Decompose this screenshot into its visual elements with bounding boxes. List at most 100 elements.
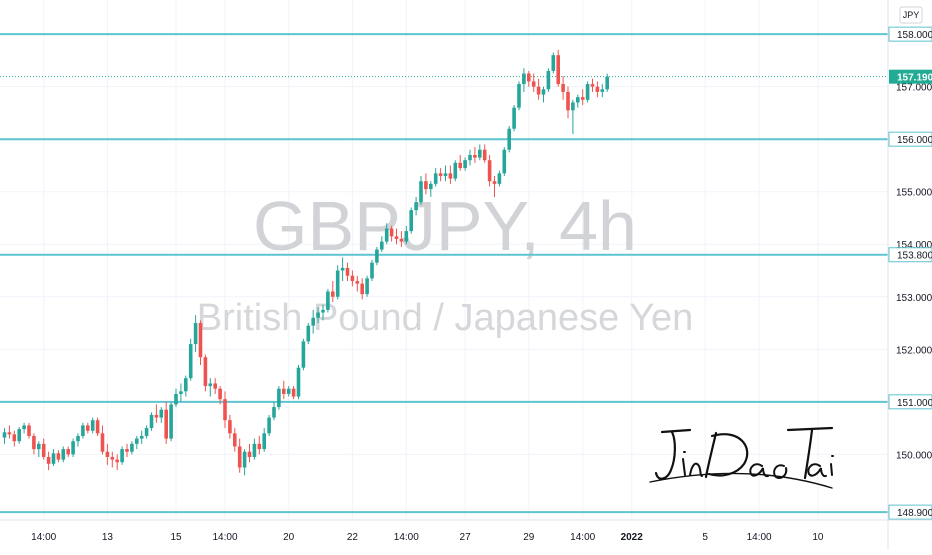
candle-body [380, 241, 384, 250]
candle [448, 165, 453, 184]
candle [159, 407, 164, 423]
candle [380, 236, 384, 253]
candle-body [66, 449, 70, 455]
candle-body [443, 173, 448, 176]
level-label: 151.000 [888, 394, 932, 410]
candle [179, 383, 183, 402]
candle [56, 450, 61, 463]
candle [81, 422, 85, 439]
candle [154, 404, 159, 423]
candle-body [301, 341, 306, 368]
candle-body [179, 391, 183, 394]
candle-body [326, 291, 330, 310]
candle-body [527, 73, 531, 82]
candle [595, 81, 600, 98]
candle-body [571, 102, 575, 111]
candle-body [370, 262, 374, 279]
candle-body [17, 429, 21, 442]
time-axis[interactable]: 14:00 13 15 14:00 20 22 14:00 27 29 14:00 2022 5 14:… [0, 519, 932, 543]
candle [473, 147, 477, 163]
candle [394, 228, 399, 245]
candle-body [306, 325, 311, 342]
currency-box[interactable]: JPY [899, 6, 923, 24]
x-tick-label: 5 [702, 532, 708, 543]
candle-body [257, 443, 262, 450]
candle [174, 388, 178, 408]
candle [311, 309, 315, 334]
candle-body [463, 160, 467, 169]
candle-body [404, 231, 409, 242]
candle [32, 433, 36, 455]
candle-body [27, 425, 31, 436]
candle [600, 84, 605, 98]
candle-body [203, 357, 208, 387]
candle-body [375, 249, 379, 263]
candle [188, 338, 193, 381]
level-label-box [888, 131, 932, 147]
candle-body [218, 388, 222, 400]
candle-body [311, 317, 315, 326]
level-label-box [888, 394, 932, 410]
candle [46, 451, 51, 471]
candle [429, 181, 433, 197]
candle [522, 68, 526, 92]
x-tick-label: 22 [347, 532, 359, 543]
candle [100, 425, 105, 455]
candle [527, 70, 531, 87]
candle-body [120, 449, 124, 463]
candle [2, 428, 7, 444]
candle [286, 386, 291, 397]
candle [360, 278, 364, 300]
candle-body [115, 459, 119, 463]
candle [130, 441, 134, 455]
candle-body [237, 446, 242, 468]
candle [105, 443, 110, 465]
horizontal-levels [0, 33, 888, 514]
last-price-label[interactable]: 157.190 [889, 69, 932, 84]
last-price-box [889, 69, 932, 84]
x-tick-label: 10 [812, 532, 824, 543]
candle [566, 86, 570, 119]
x-tick-label: 27 [460, 532, 472, 543]
candle-body [561, 84, 565, 92]
candle [546, 68, 551, 92]
candle [492, 175, 497, 197]
candle [37, 441, 41, 457]
candle-body [12, 434, 17, 442]
candle-body [468, 154, 472, 161]
candle-body [282, 388, 286, 394]
level-label-box [888, 504, 932, 520]
candle-body [233, 433, 237, 447]
level-label-text: 158.000 [897, 30, 932, 41]
candle [326, 288, 330, 313]
candle [370, 260, 374, 282]
candle [424, 173, 428, 195]
candle [585, 81, 590, 103]
candle-body [389, 228, 394, 237]
candle-body [409, 210, 413, 232]
candle-body [37, 443, 41, 450]
x-tick-label: 29 [523, 532, 535, 543]
candle [282, 380, 286, 400]
candle-body [223, 399, 227, 421]
x-tick-label: 14:00 [570, 532, 595, 543]
candle-body [296, 367, 301, 397]
candle [296, 365, 301, 400]
price-axis[interactable]: 150.000 151.000 152.000 153.000 154.000 155.0… [887, 0, 932, 550]
candle [193, 315, 198, 352]
candle [316, 307, 320, 324]
candle-body [522, 73, 526, 85]
candle [355, 275, 360, 292]
candle [306, 323, 311, 345]
candle-body [399, 238, 404, 242]
level-label-text: 153.800 [897, 251, 932, 262]
candle-body [110, 456, 115, 460]
candle [272, 401, 276, 421]
candle [7, 425, 12, 439]
candle [541, 86, 546, 103]
chart-subtitle: British Pound / Japanese Yen [197, 297, 694, 339]
y-tick-label: 155.000 [896, 188, 932, 199]
candle [139, 430, 144, 444]
candle-body [228, 420, 232, 434]
